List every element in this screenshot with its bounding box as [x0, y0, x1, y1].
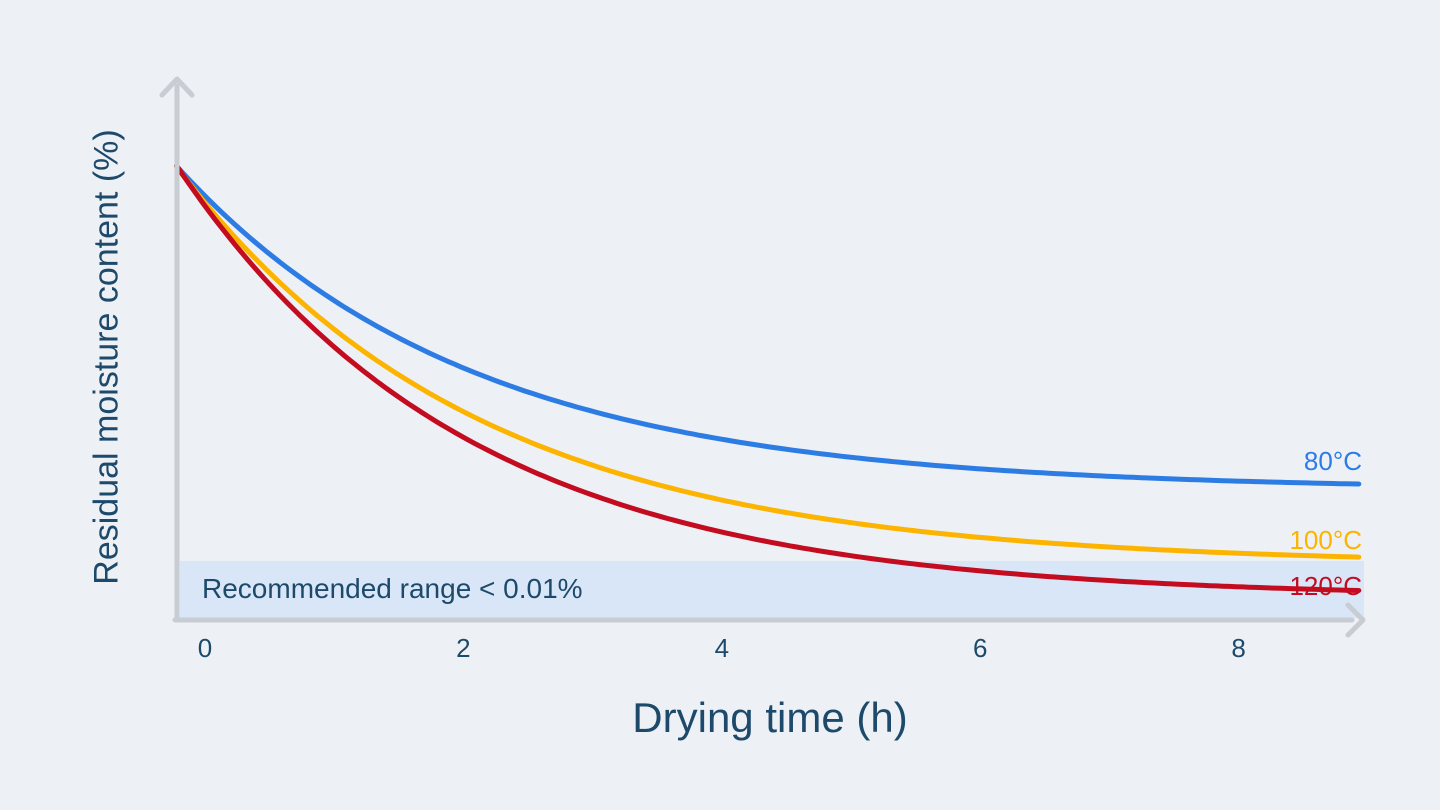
series-label-120c: 120°C	[1289, 570, 1362, 601]
y-axis-arrow-icon	[159, 76, 195, 98]
curve-120c	[174, 163, 1362, 593]
recommended-range-label: Recommended range < 0.01%	[202, 573, 583, 604]
x-tick-0: 0	[197, 633, 213, 663]
x-axis-arrow-icon	[1345, 602, 1366, 638]
x-tick-8: 8	[1231, 633, 1246, 663]
x-axis-title: Drying time (h)	[632, 694, 908, 741]
curve-80c	[174, 163, 1362, 487]
series-label-80c: 80°C	[1303, 446, 1362, 477]
x-tick-4: 4	[714, 633, 730, 663]
recommended-range-band	[180, 561, 1364, 618]
x-tick-2: 2	[456, 633, 471, 663]
x-tick-6: 6	[972, 633, 988, 663]
curve-100c	[174, 164, 1362, 560]
series-label-100c: 100°C	[1289, 525, 1362, 556]
